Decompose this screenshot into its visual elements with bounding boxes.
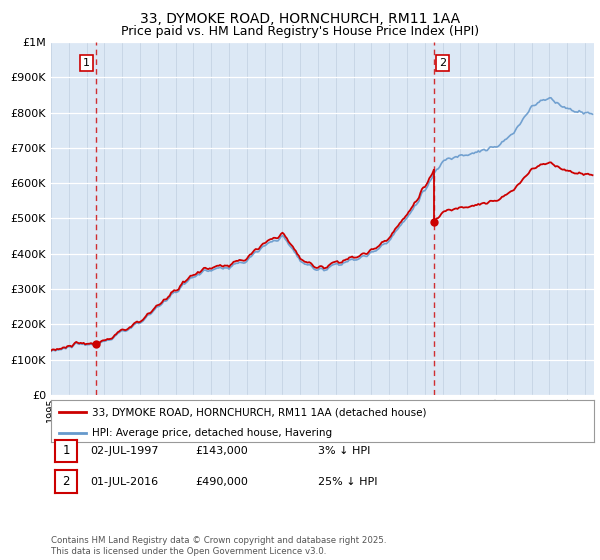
Text: 02-JUL-1997: 02-JUL-1997 xyxy=(90,446,158,456)
Text: 33, DYMOKE ROAD, HORNCHURCH, RM11 1AA: 33, DYMOKE ROAD, HORNCHURCH, RM11 1AA xyxy=(140,12,460,26)
Text: Contains HM Land Registry data © Crown copyright and database right 2025.
This d: Contains HM Land Registry data © Crown c… xyxy=(51,536,386,556)
Text: £490,000: £490,000 xyxy=(195,477,248,487)
Text: 1: 1 xyxy=(83,58,90,68)
Text: 1: 1 xyxy=(62,444,70,458)
Text: £143,000: £143,000 xyxy=(195,446,248,456)
Text: 3% ↓ HPI: 3% ↓ HPI xyxy=(318,446,370,456)
Text: 33, DYMOKE ROAD, HORNCHURCH, RM11 1AA (detached house): 33, DYMOKE ROAD, HORNCHURCH, RM11 1AA (d… xyxy=(92,407,426,417)
Text: 25% ↓ HPI: 25% ↓ HPI xyxy=(318,477,377,487)
Text: Price paid vs. HM Land Registry's House Price Index (HPI): Price paid vs. HM Land Registry's House … xyxy=(121,25,479,38)
Text: HPI: Average price, detached house, Havering: HPI: Average price, detached house, Have… xyxy=(92,428,332,438)
Text: 2: 2 xyxy=(439,58,446,68)
Text: 01-JUL-2016: 01-JUL-2016 xyxy=(90,477,158,487)
Text: 2: 2 xyxy=(62,475,70,488)
